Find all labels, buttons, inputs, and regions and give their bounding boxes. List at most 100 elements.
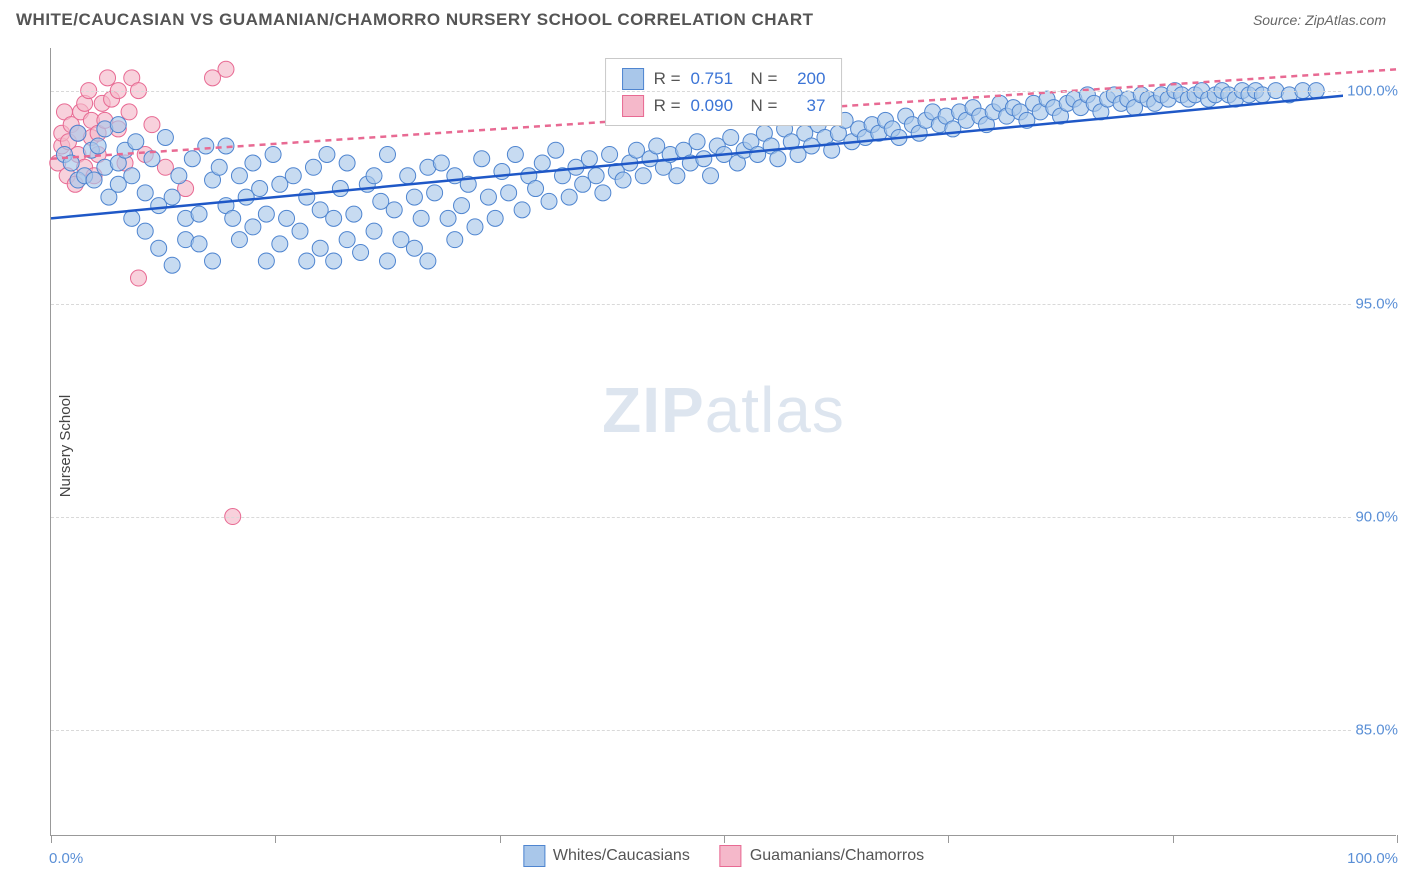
data-point <box>514 202 530 218</box>
data-point <box>326 210 342 226</box>
data-point <box>245 155 261 171</box>
bottom-label-1: Whites/Caucasians <box>553 847 690 865</box>
data-point <box>703 168 719 184</box>
x-tick <box>275 835 276 843</box>
data-point <box>90 138 106 154</box>
data-point <box>366 223 382 239</box>
gridline <box>51 304 1396 305</box>
y-tick-label: 85.0% <box>1351 721 1398 738</box>
n-value-1: 200 <box>787 65 825 92</box>
data-point <box>128 134 144 150</box>
x-tick <box>51 835 52 843</box>
n-value-2: 37 <box>787 92 825 119</box>
data-point <box>366 168 382 184</box>
legend-item-1: Whites/Caucasians <box>523 845 690 867</box>
x-tick <box>948 835 949 843</box>
data-point <box>130 270 146 286</box>
plot-svg <box>51 48 1396 835</box>
data-point <box>279 210 295 226</box>
legend-swatch-1 <box>622 68 644 90</box>
data-point <box>171 168 187 184</box>
data-point <box>400 168 416 184</box>
data-point <box>211 159 227 175</box>
gridline <box>51 91 1396 92</box>
data-point <box>218 61 234 77</box>
legend-row-1: R = 0.751 N = 200 <box>622 65 826 92</box>
legend-item-2: Guamanians/Chamorros <box>720 845 924 867</box>
r-value-2: 0.090 <box>691 92 741 119</box>
x-tick <box>1173 835 1174 843</box>
data-point <box>353 244 369 260</box>
data-point <box>326 253 342 269</box>
data-point <box>635 168 651 184</box>
data-point <box>299 189 315 205</box>
data-point <box>723 129 739 145</box>
data-point <box>272 236 288 252</box>
data-point <box>534 155 550 171</box>
data-point <box>157 129 173 145</box>
data-point <box>487 210 503 226</box>
data-point <box>696 151 712 167</box>
data-point <box>231 232 247 248</box>
x-axis-min-label: 0.0% <box>49 850 83 867</box>
data-point <box>299 253 315 269</box>
data-point <box>406 240 422 256</box>
chart-header: WHITE/CAUCASIAN VS GUAMANIAN/CHAMORRO NU… <box>0 0 1406 36</box>
x-tick <box>500 835 501 843</box>
data-point <box>124 168 140 184</box>
data-point <box>258 206 274 222</box>
x-tick <box>724 835 725 843</box>
data-point <box>231 168 247 184</box>
data-point <box>406 189 422 205</box>
data-point <box>541 193 557 209</box>
data-point <box>548 142 564 158</box>
bottom-swatch-2 <box>720 845 742 867</box>
r-value-1: 0.751 <box>691 65 741 92</box>
data-point <box>588 168 604 184</box>
data-point <box>770 151 786 167</box>
y-tick-label: 95.0% <box>1351 295 1398 312</box>
data-point <box>198 138 214 154</box>
data-point <box>346 206 362 222</box>
data-point <box>319 146 335 162</box>
chart-title: WHITE/CAUCASIAN VS GUAMANIAN/CHAMORRO NU… <box>16 10 814 30</box>
data-point <box>669 168 685 184</box>
data-point <box>100 70 116 86</box>
chart-plot-area: ZIPatlas R = 0.751 N = 200 R = 0.090 N =… <box>50 48 1396 836</box>
data-point <box>151 240 167 256</box>
correlation-legend: R = 0.751 N = 200 R = 0.090 N = 37 <box>605 58 843 126</box>
data-point <box>121 104 137 120</box>
data-point <box>205 253 221 269</box>
data-point <box>265 146 281 162</box>
data-point <box>252 181 268 197</box>
legend-swatch-2 <box>622 95 644 117</box>
data-point <box>258 253 274 269</box>
data-point <box>380 146 396 162</box>
data-point <box>339 232 355 248</box>
data-point <box>124 210 140 226</box>
data-point <box>380 253 396 269</box>
data-point <box>413 210 429 226</box>
data-point <box>615 172 631 188</box>
n-label-2: N = <box>751 92 778 119</box>
data-point <box>191 236 207 252</box>
series-legend: Whites/Caucasians Guamanians/Chamorros <box>523 845 924 867</box>
data-point <box>312 240 328 256</box>
data-point <box>332 181 348 197</box>
data-point <box>164 257 180 273</box>
data-point <box>595 185 611 201</box>
y-tick-label: 90.0% <box>1351 508 1398 525</box>
data-point <box>581 151 597 167</box>
data-point <box>144 117 160 133</box>
data-point <box>285 168 301 184</box>
data-point <box>474 151 490 167</box>
data-point <box>339 155 355 171</box>
data-point <box>110 117 126 133</box>
bottom-swatch-1 <box>523 845 545 867</box>
gridline <box>51 730 1396 731</box>
data-point <box>164 189 180 205</box>
data-point <box>528 181 544 197</box>
r-label-2: R = <box>654 92 681 119</box>
data-point <box>507 146 523 162</box>
source-attribution: Source: ZipAtlas.com <box>1253 12 1386 28</box>
